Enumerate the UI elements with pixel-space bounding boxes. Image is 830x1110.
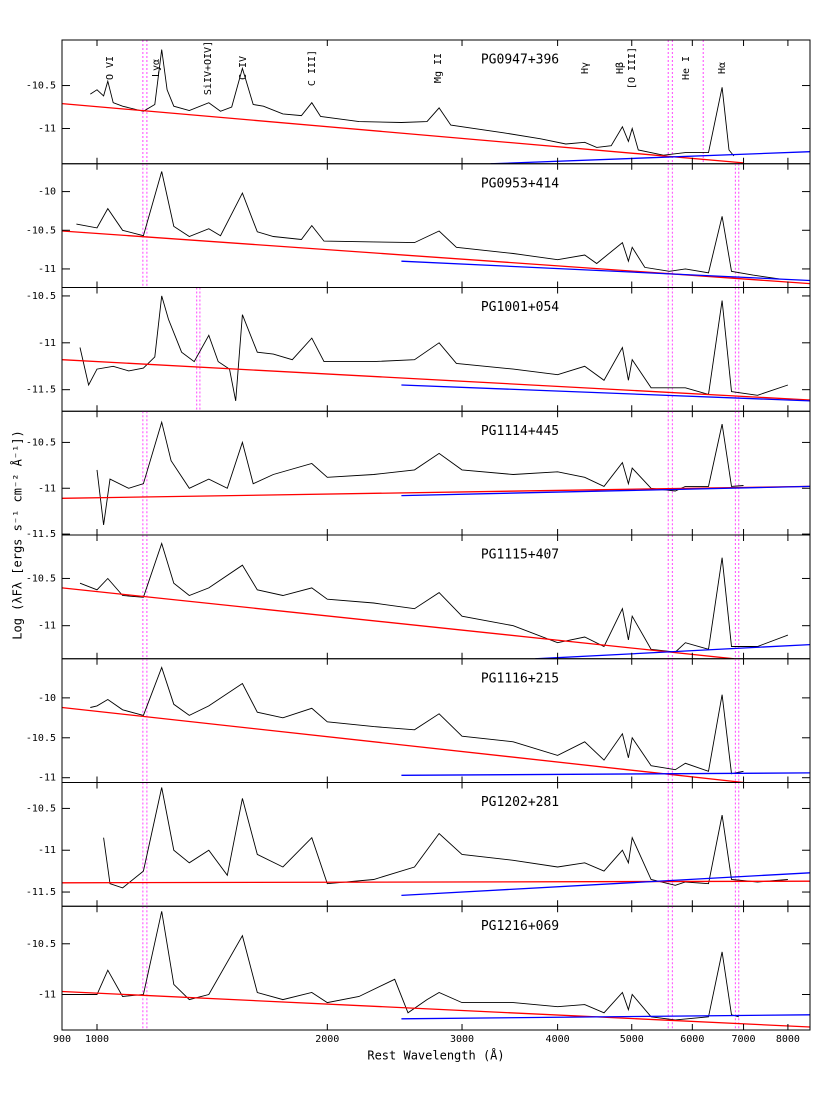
y-tick-label: -11.5 [26,385,56,396]
y-tick-label: -10 [38,187,56,198]
fit-line [62,102,744,164]
fit-line [62,359,810,401]
panel-title: PG1216+069 [481,919,559,934]
panel-title: PG1115+407 [481,548,559,563]
y-tick-label: -11 [38,483,56,494]
panel-title: PG1114+445 [481,424,559,439]
y-tick-label: -11 [38,264,56,275]
panel-title: PG1001+054 [481,300,559,315]
y-tick-label: -11 [38,989,56,1000]
panel-frame [61,534,811,660]
y-tick-label: -10.5 [26,939,56,950]
panel: -10.5 -11 -11.5 PG1114+445 [26,410,811,540]
y-tick-label: -11 [38,773,56,784]
fit-line [62,485,810,499]
plot-area [62,658,810,783]
y-axis-label: Log (λFλ [ergs s⁻¹ cm⁻² Å⁻¹]) [10,430,25,640]
y-tick-label: -11.5 [26,529,56,540]
x-tick-label: 7000 [731,1034,755,1045]
y-tick-label: -10 [38,693,56,704]
y-tick-label: -10.5 [26,733,56,744]
spectrum-line [90,666,744,775]
panel: -10.5 -11 PG0947+396 O VI Lyα SiIV+OIV] C IV C … [26,39,811,165]
plot-area [62,40,810,164]
fit-line [62,880,810,884]
fit-line [401,384,810,402]
panel-frame [61,905,811,1031]
fit-line [62,990,810,1028]
spectrum-line [90,49,735,157]
y-tick-label: -11 [38,845,56,856]
fit-line [401,485,810,497]
line-annotation: Hα [717,62,728,74]
spectrum-line [79,295,789,401]
spectrum-line [62,911,739,1021]
x-tick-label: 8000 [776,1034,800,1045]
line-annotation: He I [681,56,692,80]
panel-title: PG1116+215 [481,671,559,686]
fit-line [401,260,810,282]
y-tick-label: -10.5 [26,437,56,448]
plot-area [62,163,810,288]
line-annotation: SiIV+OIV] [203,41,214,95]
line-annotation: C III] [307,50,318,86]
line-annotation: Hβ [615,62,626,74]
x-tick-label: 900 [53,1034,71,1045]
panel: -10 -10.5 -11 PG0953+414 [26,163,811,288]
y-tick-label: -10.5 [26,573,56,584]
plot-area [62,782,810,907]
y-tick-label: -11.5 [26,887,56,898]
fit-line [490,151,810,164]
x-tick-label: 3000 [450,1034,474,1045]
y-tick-label: -10.5 [26,81,56,92]
line-annotation: C IV [238,56,249,80]
line-annotation: O VI [105,56,116,80]
line-annotation: Hγ [580,62,591,74]
spectrum-line [103,787,788,889]
x-tick-label: 2000 [315,1034,339,1045]
x-tick-label: 5000 [620,1034,644,1045]
y-tick-label: -10.5 [26,225,56,236]
panel-title: PG0947+396 [481,53,559,68]
panel-title: PG1202+281 [481,795,559,810]
x-tick-label: 6000 [680,1034,704,1045]
y-tick-label: -11 [38,124,56,135]
fit-line [401,1014,810,1020]
line-annotation: Lyα [151,59,162,77]
line-annotation: [O III] [627,47,638,89]
plot-area [62,906,810,1030]
panel-title: PG0953+414 [481,176,559,191]
plot-area [62,287,810,412]
x-tick-label: 1000 [85,1034,109,1045]
panel: -10.5 -11 -11.5 PG1001+054 [26,287,811,412]
plot-area [62,411,810,535]
y-tick-label: -11 [38,338,56,349]
panel: -10.5 -11 900 1000 2000 3000 4000 5000 6000 7000 8… [26,905,811,1045]
panel-frame [61,782,811,907]
plot-area [62,535,810,659]
panel: -10 -10.5 -11 PG1116+215 [26,658,811,784]
spectrum-line [96,420,744,525]
x-axis-label: Rest Wavelength (Å) [367,1048,504,1063]
panel-frame [61,163,811,288]
fit-line [401,772,810,776]
fit-line [62,706,744,783]
fit-line [535,643,810,659]
y-tick-label: -10.5 [26,291,56,302]
panel-frame [61,658,811,783]
panel: -10.5 -11 PG1115+407 [26,534,811,660]
spectrum-line [76,171,780,280]
y-tick-label: -10.5 [26,803,56,814]
panel-frame [61,410,811,536]
spectrum-line [79,542,789,653]
x-tick-label: 4000 [546,1034,570,1045]
fit-line [401,872,810,897]
panel-frame [61,287,811,412]
panel: -10.5 -11 -11.5 PG1202+281 [26,782,811,907]
fit-line [62,587,734,659]
line-annotation: Mg II [433,53,444,83]
y-tick-label: -11 [38,621,56,632]
